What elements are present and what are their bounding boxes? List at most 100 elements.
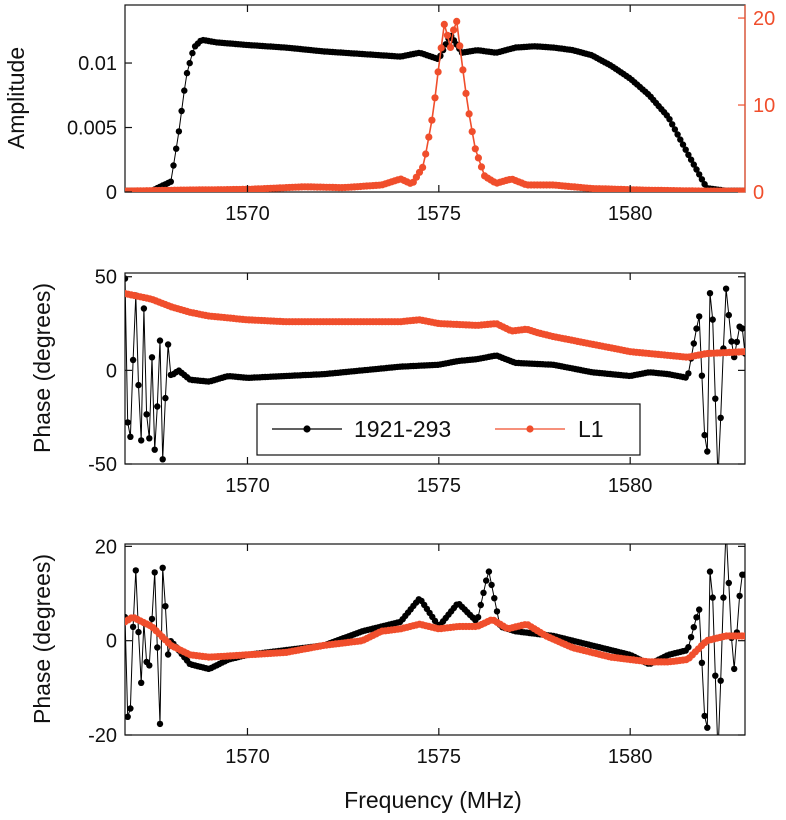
amplitude-point-1921-293	[170, 162, 177, 169]
phase-1-point-1921-293	[704, 448, 711, 455]
phase-2-ytick-label: -20	[88, 725, 117, 747]
phase-1-point-l1	[741, 348, 745, 356]
phase-1-series-l1	[125, 290, 745, 361]
phase-1-ytick-label: -50	[88, 454, 117, 476]
phase-1-point-1921-293	[151, 446, 158, 453]
legend-marker-l1	[526, 425, 534, 433]
amplitude-point-l1	[741, 187, 745, 192]
legend: 1921-293 L1	[256, 403, 641, 456]
phase-2-series-l1	[125, 614, 745, 666]
amplitude-point-1921-293	[671, 126, 679, 133]
phase-panel-1-frame	[124, 272, 746, 465]
phase-2-point-1921-293	[706, 568, 714, 575]
phase-2-point-l1	[741, 632, 745, 640]
phase-2-point-1921-293	[159, 564, 166, 571]
amplitude-point-l1	[422, 150, 430, 158]
amplitude-ytick-label: 0.01	[78, 53, 117, 75]
frequency-xlabel: Frequency (MHz)	[344, 787, 522, 813]
phase-2-ytick-label: 0	[106, 631, 117, 653]
amplitude-series-l1	[125, 17, 745, 192]
amplitude-y2tick-label: 20	[753, 8, 775, 30]
amplitude-point-l1	[477, 163, 486, 171]
phase-panel-2-frame	[124, 543, 746, 736]
amplitude-point-1921-293	[183, 69, 191, 77]
phase-2-point-1921-293	[709, 594, 716, 601]
amplitude-ytick-label: 0.005	[67, 118, 117, 140]
phase-1-point-1921-293	[698, 372, 706, 379]
amplitude-y2tick-label: 0	[753, 182, 764, 204]
phase-1-xtick-label: 1575	[417, 475, 462, 497]
phase-2-point-1921-293	[704, 724, 711, 731]
phase-2-point-1921-293	[138, 679, 145, 686]
phase-2-point-1921-293	[164, 651, 172, 658]
amplitude-point-1921-293	[685, 151, 692, 158]
phase-1-point-1921-293	[140, 305, 148, 312]
phase-2-point-1921-293	[477, 601, 484, 609]
phase-2-point-1921-293	[731, 665, 738, 673]
amplitude-point-1921-293	[666, 116, 673, 123]
phase-2-point-1921-293	[698, 659, 706, 666]
amplitude-point-1921-293	[690, 161, 697, 168]
phase-1-point-1921-293	[706, 290, 714, 297]
phase-1-point-1921-293	[709, 316, 716, 323]
amplitude-point-l1	[440, 20, 448, 28]
phase-1-ytick-label: 0	[106, 360, 117, 382]
phase-1-point-1921-293	[739, 325, 745, 332]
amplitude-point-1921-293	[186, 59, 193, 67]
amplitude-point-l1	[431, 94, 439, 102]
phase-2-point-1921-293	[148, 615, 156, 623]
phase-2-point-1921-293	[480, 589, 487, 596]
phase-2-point-1921-293	[717, 677, 724, 684]
phase-2-point-1921-293	[725, 579, 732, 587]
phase-2-point-1921-293	[474, 614, 482, 621]
phase-2-point-1921-293	[483, 577, 490, 584]
phase-2-ylabel: Phase (degrees)	[29, 554, 55, 724]
amplitude-series-1921-293	[125, 32, 745, 192]
phase-2-xtick-label: 1580	[608, 746, 653, 768]
phase-2-xtick-label: 1570	[225, 746, 270, 768]
phase-2-point-1921-293	[693, 614, 700, 621]
phase-1-xtick-label: 1580	[608, 475, 653, 497]
phase-2-point-1921-293	[127, 705, 134, 712]
amplitude-point-l1	[450, 26, 458, 34]
legend-marker-1921-293	[303, 425, 311, 433]
phase-1-point-1921-293	[148, 354, 156, 361]
phase-1-point-1921-293	[717, 414, 724, 421]
amplitude-point-1921-293	[696, 171, 703, 178]
amplitude-point-l1	[462, 89, 470, 97]
amplitude-point-l1	[443, 31, 451, 39]
amplitude-line-l1	[125, 21, 745, 192]
phase-1-point-1921-293	[696, 313, 703, 320]
amplitude-point-1921-293	[698, 176, 706, 183]
amplitude-point-l1	[471, 145, 479, 153]
phase-2-point-1921-293	[696, 606, 703, 613]
phase-1-point-1921-293	[715, 475, 721, 481]
amplitude-y2tick-label: 10	[753, 95, 775, 117]
amplitude-point-l1	[434, 68, 442, 76]
phase-1-point-1921-293	[693, 325, 700, 332]
amplitude-point-1921-293	[677, 136, 684, 143]
phase-2-point-1921-293	[712, 672, 719, 679]
phase-2-point-1921-293	[690, 624, 697, 631]
phase-1-point-1921-293	[725, 311, 732, 319]
phase-1-point-1921-293	[722, 285, 730, 292]
phase-2-point-1921-293	[129, 623, 137, 631]
phase-1-point-1921-293	[164, 341, 172, 348]
phase-2-xtick-label: 1575	[417, 746, 462, 768]
phase-2-point-1921-293	[736, 592, 743, 600]
chart-marks	[125, 17, 745, 735]
amplitude-point-l1	[453, 17, 461, 25]
phase-1-xtick-label: 1570	[225, 475, 270, 497]
phase-2-point-1921-293	[493, 608, 501, 615]
amplitude-point-1921-293	[679, 141, 687, 148]
phase-2-point-1921-293	[723, 525, 729, 531]
phase-2-point-1921-293	[125, 713, 131, 720]
phase-1-point-1921-293	[156, 337, 164, 344]
amplitude-point-1921-293	[189, 49, 196, 57]
phase-1-point-1921-293	[728, 338, 735, 345]
amplitude-point-l1	[465, 110, 473, 118]
phase-2-point-1921-293	[685, 644, 692, 651]
amplitude-point-1921-293	[693, 166, 700, 173]
phase-2-line-1921-293	[125, 544, 745, 735]
